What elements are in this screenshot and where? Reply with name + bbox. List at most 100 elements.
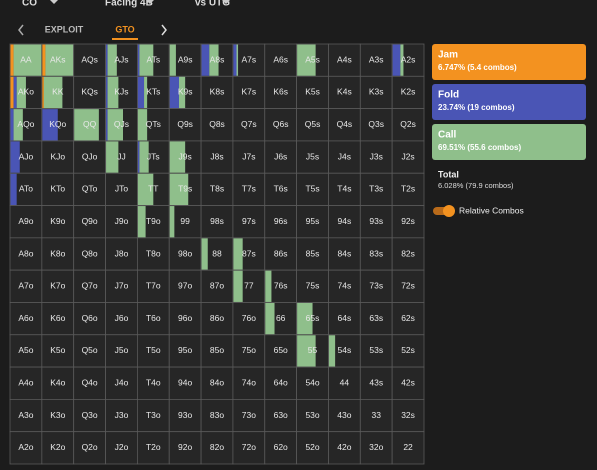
toggle-knob[interactable]	[443, 205, 455, 217]
hand-cell[interactable]	[73, 43, 106, 77]
tab[interactable]: GTO	[115, 24, 134, 34]
hand-cell[interactable]	[264, 237, 298, 271]
hand-cell[interactable]	[41, 269, 75, 303]
hand-cell[interactable]	[9, 431, 43, 465]
hand-cell[interactable]	[136, 431, 170, 465]
hand-cell[interactable]	[41, 431, 75, 465]
hand-cell[interactable]	[73, 140, 106, 174]
hand-cell[interactable]	[41, 140, 75, 174]
hand-cell[interactable]	[232, 366, 266, 400]
hand-cell[interactable]	[391, 302, 425, 336]
hand-cell[interactable]	[200, 431, 234, 465]
hand-cell[interactable]	[73, 172, 106, 206]
hand-cell[interactable]	[105, 334, 138, 368]
hand-cell[interactable]	[168, 269, 202, 303]
hand-cell[interactable]	[168, 431, 202, 465]
hand-cell[interactable]	[232, 140, 266, 174]
hand-cell[interactable]	[328, 43, 361, 77]
hand-cell[interactable]	[73, 398, 106, 433]
hand-cell[interactable]	[264, 108, 298, 142]
hand-cell[interactable]	[359, 108, 393, 142]
hand-cell[interactable]	[391, 366, 425, 400]
hand-cell[interactable]	[296, 431, 329, 465]
hand-cell[interactable]	[264, 431, 298, 465]
hand-cell[interactable]	[73, 75, 106, 110]
hand-cell[interactable]	[391, 75, 425, 110]
hand-cell[interactable]	[200, 302, 234, 336]
hand-cell[interactable]	[232, 334, 266, 368]
hand-cell[interactable]	[200, 398, 234, 433]
hand-cell[interactable]	[264, 172, 298, 206]
hand-cell[interactable]	[391, 108, 425, 142]
hand-cell[interactable]	[41, 398, 75, 433]
action-box[interactable]	[432, 44, 586, 80]
filter[interactable]: Facing 4B	[105, 0, 153, 9]
hand-cell[interactable]	[328, 302, 361, 336]
next-arrow[interactable]	[161, 24, 167, 36]
hand-cell[interactable]	[391, 334, 425, 368]
hand-cell[interactable]	[264, 43, 298, 77]
action-box[interactable]	[432, 124, 586, 160]
hand-cell[interactable]	[73, 269, 106, 303]
hand-cell[interactable]	[105, 269, 138, 303]
hand-cell[interactable]	[200, 205, 234, 239]
hand-cell[interactable]	[168, 108, 202, 142]
filter[interactable]: CO	[22, 0, 37, 9]
hand-cell[interactable]	[168, 366, 202, 400]
hand-cell[interactable]	[73, 237, 106, 271]
hand-cell[interactable]	[359, 172, 393, 206]
hand-cell[interactable]	[359, 205, 393, 239]
hand-cell[interactable]	[168, 302, 202, 336]
hand-cell[interactable]	[296, 398, 329, 433]
hand-cell[interactable]	[105, 302, 138, 336]
hand-cell[interactable]	[105, 172, 138, 206]
hand-cell[interactable]	[264, 75, 298, 110]
hand-cell[interactable]	[328, 75, 361, 110]
hand-cell[interactable]	[9, 398, 43, 433]
hand-cell[interactable]	[41, 205, 75, 239]
hand-cell[interactable]	[296, 140, 329, 174]
hand-cell[interactable]	[391, 431, 425, 465]
tab[interactable]: EXPLOIT	[45, 24, 84, 34]
hand-cell[interactable]	[264, 366, 298, 400]
hand-cell[interactable]	[391, 205, 425, 239]
hand-cell[interactable]	[200, 108, 234, 142]
hand-cell[interactable]	[391, 140, 425, 174]
hand-cell[interactable]	[9, 366, 43, 400]
hand-cell[interactable]	[359, 75, 393, 110]
action-box[interactable]	[432, 84, 586, 120]
prev-arrow[interactable]	[18, 24, 24, 36]
hand-cell[interactable]	[105, 205, 138, 239]
hand-cell[interactable]	[328, 237, 361, 271]
hand-cell[interactable]	[73, 431, 106, 465]
hand-cell[interactable]	[359, 398, 393, 433]
hand-cell[interactable]	[200, 140, 234, 174]
hand-cell[interactable]	[359, 431, 393, 465]
hand-cell[interactable]	[232, 431, 266, 465]
hand-cell[interactable]	[9, 302, 43, 336]
hand-cell[interactable]	[232, 75, 266, 110]
hand-cell[interactable]	[168, 398, 202, 433]
hand-cell[interactable]	[9, 334, 43, 368]
hand-cell[interactable]	[136, 398, 170, 433]
hand-cell[interactable]	[105, 366, 138, 400]
hand-cell[interactable]	[296, 237, 329, 271]
hand-cell[interactable]	[328, 366, 361, 400]
hand-cell[interactable]	[41, 172, 75, 206]
hand-cell[interactable]	[328, 140, 361, 174]
hand-cell[interactable]	[296, 366, 329, 400]
hand-cell[interactable]	[73, 205, 106, 239]
hand-cell[interactable]	[359, 237, 393, 271]
hand-cell[interactable]	[391, 269, 425, 303]
hand-cell[interactable]	[328, 108, 361, 142]
filter[interactable]: vs UTG	[195, 0, 230, 9]
hand-cell[interactable]	[328, 431, 361, 465]
hand-cell[interactable]	[296, 75, 329, 110]
hand-cell[interactable]	[105, 431, 138, 465]
hand-cell[interactable]	[200, 172, 234, 206]
hand-cell[interactable]	[136, 302, 170, 336]
hand-cell[interactable]	[232, 398, 266, 433]
hand-cell[interactable]	[359, 334, 393, 368]
hand-cell[interactable]	[391, 172, 425, 206]
hand-cell[interactable]	[168, 334, 202, 368]
